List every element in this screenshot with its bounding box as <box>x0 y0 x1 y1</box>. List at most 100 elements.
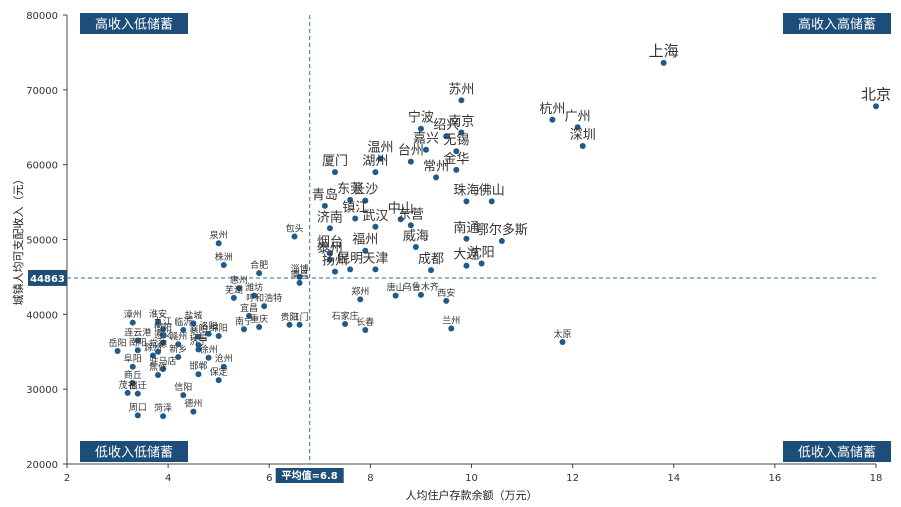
data-point-label: 佛山 <box>479 183 505 198</box>
data-point <box>220 261 227 268</box>
x-axis-title: 人均住户存款余额（万元） <box>406 488 538 502</box>
data-point-label: 昆明 <box>337 251 363 266</box>
x-tick-label: 2 <box>64 473 70 484</box>
data-point <box>412 243 419 250</box>
data-point-label: 宜昌 <box>240 302 258 314</box>
data-point-label: 保定 <box>210 366 228 378</box>
data-point <box>256 324 263 331</box>
y-axis-title: 城镇人均可支配收入（元） <box>11 174 25 306</box>
data-point <box>347 196 354 203</box>
data-point-label: 襄阳 <box>189 323 207 335</box>
x-tick-label: 18 <box>870 473 883 484</box>
data-point-label: 大连 <box>453 247 479 263</box>
data-point-label: 威海 <box>403 229 429 244</box>
data-point <box>235 285 242 292</box>
quadrant-label-bottom-left-box <box>80 441 188 462</box>
data-point <box>160 326 167 333</box>
data-point <box>407 158 414 165</box>
data-point-label: 宁波 <box>408 110 434 126</box>
data-point <box>342 321 349 328</box>
data-point-label: 深圳 <box>570 128 596 143</box>
data-point <box>129 380 136 387</box>
data-point <box>291 233 298 240</box>
quadrant-label-top-left-box <box>80 13 188 34</box>
data-point-label: 盐城 <box>184 309 202 321</box>
data-point <box>362 197 369 204</box>
data-point-label: 九江 <box>154 316 172 327</box>
quadrant-label-top-right: 高收入高储蓄 <box>798 17 876 33</box>
data-point-label: 泉州 <box>210 229 228 241</box>
data-point <box>417 291 424 298</box>
data-point <box>397 216 404 223</box>
data-point-label: 乌鲁木齐 <box>403 281 439 293</box>
data-point <box>352 215 359 222</box>
data-point <box>478 260 485 267</box>
data-point <box>331 169 338 176</box>
data-point <box>660 59 667 66</box>
data-point-label: 周口 <box>129 402 147 413</box>
data-point <box>149 352 156 359</box>
data-point-label: 潍坊 <box>245 282 263 294</box>
data-point-label: 新乡 <box>169 343 187 355</box>
data-point-label: 商丘 <box>124 369 142 381</box>
data-point <box>463 235 470 242</box>
y-average-label: 44863 <box>30 274 65 285</box>
reference-lines-layer: 平均值=6.8 44863 <box>28 15 876 483</box>
data-point-label: 鄂尔多斯 <box>476 222 528 238</box>
data-point-label: 焦作 <box>149 361 167 373</box>
data-point <box>357 296 364 303</box>
quadrant-label-bottom-right: 低收入高储蓄 <box>798 445 876 461</box>
x-tick-label: 16 <box>769 473 782 484</box>
data-point-label: 兰州 <box>442 315 460 327</box>
data-point-label: 南宁 <box>235 315 253 327</box>
data-point <box>362 327 369 334</box>
data-point-label: 南通 <box>453 220 479 236</box>
data-point <box>453 148 460 155</box>
data-point-label: 杭州 <box>539 102 565 117</box>
data-point <box>175 353 182 360</box>
data-point <box>574 124 581 131</box>
data-point <box>195 371 202 378</box>
data-point <box>160 339 167 346</box>
data-point-label: 成都 <box>418 252 444 267</box>
data-point <box>377 155 384 162</box>
data-point-label: 衡阳 <box>154 321 172 333</box>
data-point <box>246 312 253 319</box>
x-tick-label: 14 <box>667 473 680 484</box>
data-point <box>155 348 162 355</box>
data-point-label: 苏州 <box>448 81 474 97</box>
y-average-label-box <box>28 269 67 286</box>
data-point-label: 许昌 <box>189 331 207 343</box>
data-point-label: 淮安 <box>149 308 167 320</box>
y-tick-label: 40000 <box>26 310 58 321</box>
data-point <box>433 174 440 181</box>
data-point-label: 青岛 <box>312 187 338 203</box>
data-point-label: 济宁 <box>189 336 207 348</box>
data-point <box>129 319 136 326</box>
data-point <box>422 146 429 153</box>
data-point-label: 遵义 <box>154 329 172 341</box>
data-point-label: 上海 <box>649 42 679 60</box>
data-point-label: 嘉兴 <box>413 132 439 147</box>
data-point-label: 金华 <box>443 151 469 167</box>
data-point-label: 石家庄 <box>332 310 359 322</box>
x-tick-label: 4 <box>165 473 171 484</box>
data-point-label: 临沂 <box>174 316 192 328</box>
data-point <box>428 267 435 274</box>
data-point <box>296 321 303 328</box>
y-tick-label: 80000 <box>26 11 58 22</box>
data-point-label: 淄博 <box>291 263 309 275</box>
data-point-label: 芜湖 <box>225 284 243 296</box>
data-point <box>443 297 450 304</box>
data-point-label: 赣州 <box>169 330 187 342</box>
data-point <box>559 339 566 346</box>
data-point-label: 长春 <box>356 316 374 328</box>
data-point-label: 包头 <box>286 223 304 235</box>
data-point-label: 信阳 <box>174 381 192 393</box>
data-point-label: 镇江 <box>342 201 368 216</box>
data-point-label: 扬州 <box>322 254 348 269</box>
data-point <box>372 266 379 273</box>
data-point <box>326 249 333 256</box>
